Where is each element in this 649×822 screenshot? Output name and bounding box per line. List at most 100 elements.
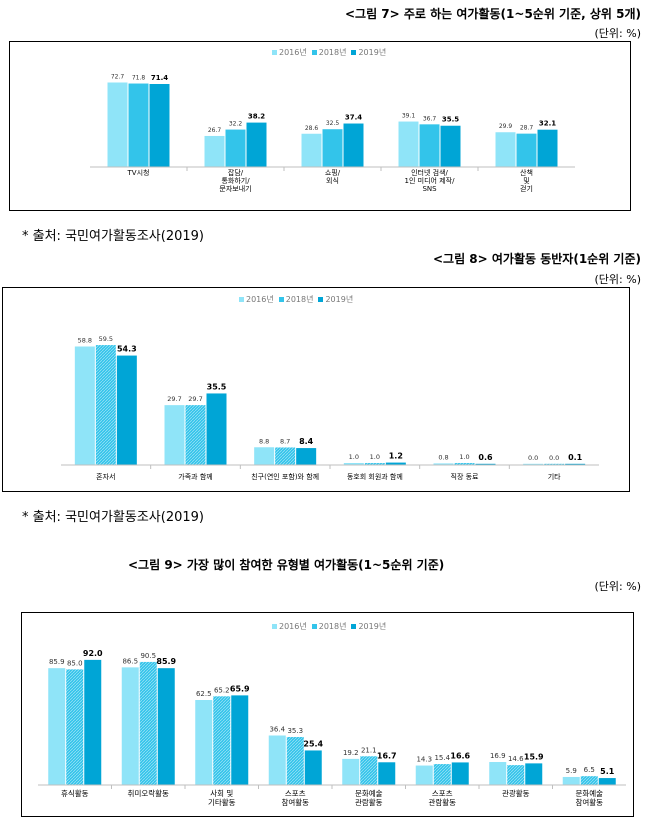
figure9-bar bbox=[525, 763, 543, 785]
figure7-data-label: 37.4 bbox=[345, 114, 362, 122]
figure9-data-label: 14.6 bbox=[508, 755, 524, 763]
figure7-data-label: 36.7 bbox=[423, 115, 437, 122]
figure8-bar bbox=[523, 463, 544, 465]
figure7-bar bbox=[301, 133, 322, 167]
figure8-data-label: 0.6 bbox=[478, 453, 493, 462]
figure8-data-label: 8.8 bbox=[259, 437, 269, 445]
figure9-legend-item: 2019년 bbox=[351, 621, 386, 632]
figure9-category-label: 휴식활동 bbox=[61, 788, 89, 798]
figure9-data-label: 90.5 bbox=[140, 652, 156, 660]
figure8-bar bbox=[116, 355, 137, 465]
figure9-unit: (단위: %) bbox=[594, 580, 641, 593]
figure9-data-label: 85.0 bbox=[67, 659, 83, 667]
figure9-category-label: 관람활동 bbox=[428, 797, 456, 807]
figure7-category-label: 및 bbox=[523, 177, 529, 185]
figure9-legend-item: 2018년 bbox=[311, 621, 346, 632]
figure9-legend-label: 2019년 bbox=[358, 622, 387, 631]
figure7-bar bbox=[246, 122, 267, 167]
figure7-data-label: 71.4 bbox=[151, 74, 168, 82]
figure7-bar bbox=[128, 83, 149, 167]
figure8-bar bbox=[454, 462, 475, 465]
figure7-category-label: 걷기 bbox=[520, 184, 533, 193]
figure7-data-label: 32.5 bbox=[326, 120, 340, 127]
figure8-plot: 58.8 59.5 54.3 혼자서 29.7 29.7 35.5 가족과 함께 8.8 8.7 8… bbox=[61, 335, 599, 481]
figure8-data-label: 8.4 bbox=[299, 437, 314, 446]
figure8-category-label: 기타 bbox=[548, 472, 561, 481]
figure8-title: <그림 8> 여가활동 동반자(1순위 기준) bbox=[432, 252, 641, 266]
figure8-bar bbox=[565, 463, 586, 465]
figure8-legend-item: 2016년 bbox=[239, 294, 274, 305]
figure7-data-label: 28.7 bbox=[520, 125, 534, 132]
figure7-title: <그림 7> 주로 하는 여가활동(1~5순위 기준, 상위 5개) bbox=[344, 7, 641, 21]
figure7-bar bbox=[322, 129, 343, 167]
figure7-category-label: 쇼핑/ bbox=[325, 168, 341, 177]
figure7-legend-swatch bbox=[351, 50, 357, 55]
figure7-unit: (단위: %) bbox=[594, 27, 641, 40]
figure8-data-label: 1.0 bbox=[459, 453, 469, 461]
figure9-bar bbox=[378, 762, 396, 785]
figure9-category-label: 문화예술 bbox=[355, 788, 383, 798]
figure7-data-label: 72.7 bbox=[111, 73, 125, 80]
figure9-bar bbox=[268, 735, 286, 785]
figure9-bar bbox=[451, 762, 469, 785]
figure9-data-label: 85.9 bbox=[156, 657, 176, 666]
figure8-bar bbox=[95, 345, 116, 465]
figure8-bar bbox=[433, 463, 454, 465]
figure9-data-label: 21.1 bbox=[361, 746, 377, 754]
figure8-data-label: 1.0 bbox=[370, 453, 380, 461]
figure8-data-label: 0.8 bbox=[438, 453, 448, 461]
figure7-legend-label: 2018년 bbox=[318, 48, 347, 57]
figure9-category-label: 기타활동 bbox=[208, 797, 236, 807]
figure9-legend-label: 2016년 bbox=[279, 622, 307, 631]
figure9-data-label: 65.2 bbox=[214, 686, 230, 694]
figure7-legend-swatch bbox=[311, 50, 317, 55]
figure9-category-label: 스포츠 bbox=[285, 789, 306, 798]
figure8-data-label: 29.7 bbox=[188, 395, 202, 403]
figure9-data-label: 85.9 bbox=[49, 658, 65, 666]
figure7-bar bbox=[516, 133, 537, 167]
figure8-bar bbox=[254, 447, 275, 465]
figure9-bar bbox=[580, 776, 598, 785]
figure8-legend-swatch bbox=[239, 297, 244, 302]
figure8-legend-swatch bbox=[278, 297, 284, 302]
figure9-data-label: 16.7 bbox=[377, 751, 397, 760]
figure9-bar bbox=[489, 762, 507, 785]
figure9-bar bbox=[139, 661, 157, 785]
figure9-bar bbox=[157, 668, 175, 785]
figure9-data-label: 15.9 bbox=[524, 752, 544, 761]
figure7-bar bbox=[107, 82, 128, 167]
figure9-data-label: 65.9 bbox=[230, 684, 250, 693]
figure9-bar bbox=[195, 700, 213, 785]
figure7-data-label: 38.2 bbox=[248, 113, 265, 121]
figure9-bar bbox=[84, 659, 102, 785]
figure7-category-label: 1인 미디어 제작/ bbox=[405, 176, 456, 185]
figure8-bar bbox=[475, 463, 496, 465]
figure9-data-label: 16.9 bbox=[490, 752, 506, 760]
figure9-data-label: 5.9 bbox=[566, 767, 577, 775]
figure8-legend-swatch bbox=[318, 297, 324, 302]
figure8-bar bbox=[343, 462, 364, 465]
figure9-bar bbox=[360, 756, 378, 785]
figure8-source: * 출처: 국민여가활동조사(2019) bbox=[22, 510, 204, 525]
figure8-category-label: 동호회 회원과 함께 bbox=[347, 472, 403, 481]
figure7-category-label: TV시청 bbox=[127, 169, 150, 177]
figure9-bar bbox=[48, 668, 66, 785]
figure8-category-label: 가족과 함께 bbox=[178, 472, 212, 481]
figure7-data-label: 29.9 bbox=[499, 123, 513, 130]
figure7-category-label: 인터넷 검색/ bbox=[411, 168, 448, 177]
figure9-chart: 2016년 2018년 2019년 85.9 85.0 92.0 휴식활동 86.5 90.5… bbox=[21, 612, 634, 817]
figure7-legend-item: 2019년 bbox=[351, 47, 386, 58]
figure8-legend: 2016년 2018년 2019년 bbox=[239, 294, 358, 305]
figure7-category-label: SNS bbox=[422, 185, 437, 193]
figure9-bar bbox=[213, 696, 231, 785]
figure9-category-label: 관광활동 bbox=[502, 788, 530, 798]
figure8-legend-label: 2018년 bbox=[285, 295, 314, 304]
figure9-data-label: 35.3 bbox=[287, 727, 303, 735]
figure8-data-label: 0.1 bbox=[568, 453, 583, 462]
figure9-data-label: 16.6 bbox=[450, 751, 470, 760]
figure8-category-label: 혼자서 bbox=[96, 472, 115, 481]
figure9-bar bbox=[66, 669, 84, 785]
figure9-legend-swatch bbox=[272, 624, 277, 629]
figure7-chart: 2016년 2018년 2019년 72.7 71.8 71.4 TV시청 26.7 32.2… bbox=[9, 41, 631, 211]
figure7-data-label: 39.1 bbox=[402, 113, 416, 120]
